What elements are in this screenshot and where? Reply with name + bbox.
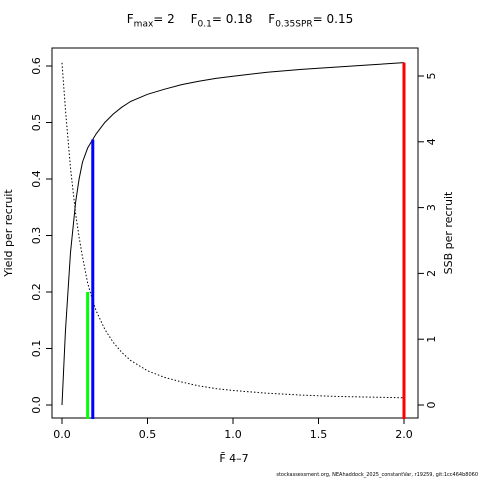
y-right-tick-label: 4: [425, 138, 438, 145]
ssb-per-recruit-line: [61, 62, 405, 399]
y-right-tick-label: 5: [425, 73, 438, 80]
y-right-tick-label: 3: [425, 204, 438, 211]
f01-subscript: 0.1: [197, 19, 212, 30]
plot-frame: [51, 47, 419, 419]
y-right-tick-label: 0: [425, 402, 438, 409]
fspr-subscript: 0.35SPR: [275, 19, 313, 30]
series-layer: [61, 62, 405, 406]
x-tick-label: 2.0: [395, 428, 413, 441]
x-axis-label: F̄ 4–7: [219, 452, 248, 465]
y-left-tick-label: 0.1: [30, 340, 43, 358]
y-left-tick-label: 0.6: [30, 57, 43, 75]
fmax-subscript: max: [133, 19, 154, 30]
f01-symbol: F: [190, 12, 198, 26]
x-tick-label: 0.5: [139, 428, 157, 441]
fspr-annotation: F0.35SPR= 0.15: [268, 12, 354, 30]
fspr-value: = 0.15: [312, 12, 354, 26]
y-left-tick-label: 0.2: [30, 283, 43, 301]
fmax-annotation: Fmax= 2: [126, 12, 175, 30]
yield-per-recruit-line: [61, 62, 405, 406]
y-right-tick-label: 1: [425, 336, 438, 343]
reference-lines-layer: [86, 62, 406, 419]
f01-value: = 0.18: [211, 12, 253, 26]
y-left-tick-label: 0.3: [30, 227, 43, 245]
y-left-tick-label: 0.0: [30, 396, 43, 414]
y-left-tick-label: 0.4: [30, 170, 43, 188]
f01-annotation: F0.1= 0.18: [190, 12, 253, 30]
y-left-axis-label: Yield per recruit: [2, 189, 15, 278]
y-left-tick-label: 0.5: [30, 114, 43, 132]
axes-layer: 0.0 0.5 1.0 1.5 2.0 0.0 0.1 0.2 0.3 0.4 0.5 0.6 0 1 2 3…: [2, 47, 455, 465]
x-tick-label: 0.0: [53, 428, 71, 441]
chart-title: Fmax= 2 F0.1= 0.18 F0.35SPR= 0.15: [0, 12, 480, 29]
y-right-tick-label: 2: [425, 270, 438, 277]
fspr-symbol: F: [268, 12, 276, 26]
x-tick-label: 1.0: [224, 428, 242, 441]
fmax-value: = 2: [153, 12, 175, 26]
fmax-symbol: F: [126, 12, 134, 26]
x-tick-label: 1.5: [310, 428, 328, 441]
footer-note: stockassessment.org, NEAhaddock_2025_con…: [276, 472, 478, 478]
y-right-axis-label: SSB per recruit: [442, 191, 455, 274]
